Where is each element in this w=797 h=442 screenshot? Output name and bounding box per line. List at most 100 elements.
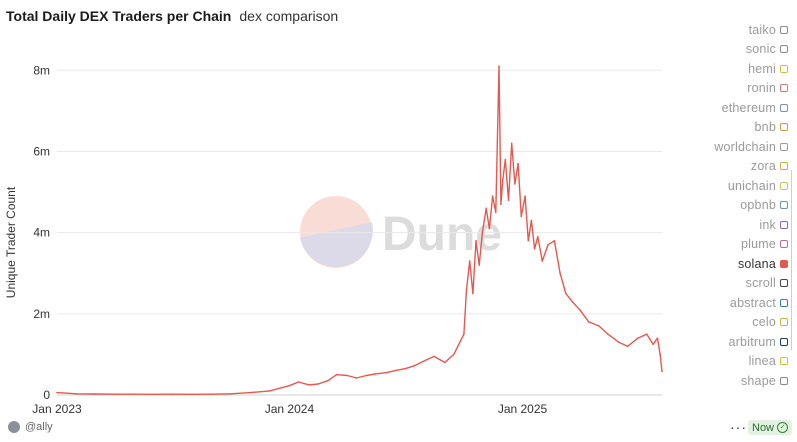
legend-item-ethereum[interactable]: ethereum: [680, 98, 792, 118]
legend-swatch: [780, 84, 788, 93]
legend-label: celo: [752, 315, 776, 330]
data-point-solana: [444, 361, 446, 364]
legend-item-arbitrum[interactable]: arbitrum: [680, 332, 792, 352]
legend-item-sonic[interactable]: sonic: [680, 40, 792, 60]
legend-label: ronin: [747, 81, 776, 96]
legend-item-ink[interactable]: ink: [680, 215, 792, 235]
legend-swatch: [780, 64, 788, 73]
data-point-solana: [152, 393, 154, 396]
legend-label: sonic: [745, 42, 776, 57]
data-point-solana: [598, 325, 600, 327]
data-point-solana: [468, 260, 471, 262]
data-point-solana: [547, 244, 549, 246]
legend-scrollbar[interactable]: [791, 170, 792, 350]
data-point-solana: [297, 381, 300, 383]
legend-item-bnb[interactable]: bnb: [680, 118, 792, 138]
legend-item-plume[interactable]: plume: [680, 235, 792, 255]
legend-label: linea: [748, 354, 776, 369]
chart-title: Total Daily DEX Traders per Chain: [6, 8, 232, 24]
data-point-solana: [661, 370, 663, 373]
legend-item-taiko[interactable]: taiko: [680, 20, 792, 40]
data-point-solana: [500, 203, 502, 206]
data-point-solana: [656, 337, 659, 339]
legend-label: worldchain: [714, 139, 776, 154]
legend-swatch: [780, 376, 788, 385]
x-tick-label: Jan 2025: [498, 402, 548, 416]
footer: @ally ··· Now ✓: [0, 416, 797, 442]
data-point-solana: [507, 199, 510, 201]
data-point-solana: [75, 392, 78, 395]
data-point-solana: [571, 300, 574, 303]
data-point-solana: [501, 179, 504, 181]
data-point-solana: [645, 333, 648, 335]
refresh-status-badge[interactable]: Now ✓: [748, 420, 793, 435]
legend-item-unichain[interactable]: unichain: [680, 176, 792, 196]
legend-item-linea[interactable]: linea: [680, 352, 792, 372]
more-options-button[interactable]: ···: [730, 419, 747, 435]
data-point-solana: [433, 355, 435, 358]
data-point-solana: [335, 373, 338, 376]
legend-label: scroll: [745, 276, 776, 291]
legend-label: taiko: [748, 22, 776, 37]
data-point-solana: [171, 393, 174, 395]
watermark-logo-bottom: [300, 222, 373, 267]
legend-item-solana[interactable]: solana: [680, 254, 792, 274]
data-point-solana: [607, 333, 609, 335]
legend-swatch: [780, 220, 788, 229]
data-point-solana: [93, 393, 96, 395]
legend-label: opbnb: [740, 198, 776, 213]
legend-label: ethereum: [721, 100, 776, 115]
data-point-solana: [113, 393, 116, 395]
data-point-solana: [517, 162, 519, 165]
data-point-solana: [413, 364, 416, 367]
legend-label: bnb: [754, 120, 776, 135]
data-point-solana: [472, 292, 474, 295]
data-point-solana: [281, 386, 283, 389]
data-point-solana: [520, 215, 523, 218]
legend-item-abstract[interactable]: abstract: [680, 293, 792, 313]
data-point-solana: [404, 367, 407, 370]
data-point-solana: [626, 345, 629, 348]
data-point-solana: [308, 384, 310, 386]
data-point-solana: [394, 369, 396, 372]
legend-label: ink: [759, 217, 776, 232]
y-axis-label: Unique Trader Count: [4, 186, 18, 298]
legend: taiko sonic hemi ronin ethereum bnb worldchain…: [680, 20, 792, 398]
data-point-solana: [494, 211, 497, 214]
data-point-solana: [510, 142, 513, 145]
legend-item-opbnb[interactable]: opbnb: [680, 196, 792, 216]
data-point-solana: [56, 391, 58, 394]
data-point-solana: [537, 235, 539, 238]
data-point-solana: [559, 272, 561, 275]
data-point-solana: [541, 260, 544, 262]
author-name: @ally: [25, 421, 53, 433]
y-tick-label: 6m: [33, 144, 50, 158]
y-tick-label: 2m: [33, 307, 50, 321]
legend-item-shape[interactable]: shape: [680, 371, 792, 391]
data-point-solana: [587, 321, 590, 323]
data-point-solana: [268, 390, 271, 392]
legend-swatch: [780, 259, 788, 268]
data-point-solana: [659, 353, 661, 356]
data-point-solana: [249, 391, 252, 394]
legend-swatch: [780, 201, 788, 210]
data-point-solana: [504, 158, 507, 161]
legend-item-zora[interactable]: zora: [680, 157, 792, 177]
data-point-solana: [288, 384, 291, 387]
data-point-solana: [637, 337, 639, 339]
legend-swatch: [780, 142, 788, 151]
data-point-solana: [132, 393, 135, 395]
legend-item-scroll[interactable]: scroll: [680, 274, 792, 294]
legend-item-ronin[interactable]: ronin: [680, 79, 792, 99]
legend-item-celo[interactable]: celo: [680, 313, 792, 333]
legend-swatch: [780, 45, 788, 54]
legend-item-worldchain[interactable]: worldchain: [680, 137, 792, 157]
legend-swatch: [780, 25, 788, 34]
legend-item-hemi[interactable]: hemi: [680, 59, 792, 79]
data-point-solana: [326, 379, 329, 382]
legend-swatch: [780, 279, 788, 288]
author[interactable]: @ally: [8, 421, 53, 433]
legend-label: solana: [737, 256, 776, 271]
data-point-solana: [385, 371, 388, 374]
data-point-solana: [424, 359, 426, 362]
